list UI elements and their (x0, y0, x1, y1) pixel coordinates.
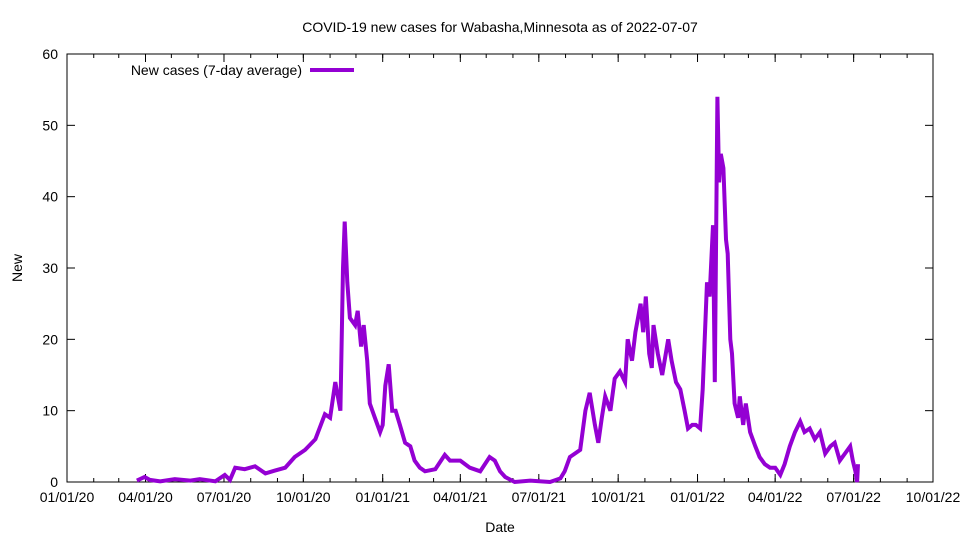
x-tick-label: 01/01/20 (40, 489, 95, 505)
chart-title: COVID-19 new cases for Wabasha,Minnesota… (302, 19, 698, 35)
x-tick-label: 01/01/21 (355, 489, 410, 505)
legend: New cases (7-day average) (131, 62, 354, 78)
x-tick-label: 04/01/21 (433, 489, 488, 505)
x-tick-label: 07/01/20 (197, 489, 252, 505)
x-tick-label: 10/01/21 (591, 489, 646, 505)
plot-border (66, 53, 934, 483)
x-axis-label: Date (485, 519, 515, 535)
y-axis: 0 10 20 30 40 50 60 (42, 46, 933, 490)
x-tick-label: 07/01/21 (512, 489, 567, 505)
x-axis: 01/01/20 04/01/20 07/01/20 10/01/20 01/01/21… (40, 54, 960, 505)
y-tick-label: 30 (42, 260, 58, 276)
y-tick-label: 10 (42, 403, 58, 419)
x-tick-label: 07/01/22 (826, 489, 881, 505)
legend-label: New cases (7-day average) (131, 62, 302, 78)
y-tick-label: 20 (42, 331, 58, 347)
x-tick-label: 04/01/22 (748, 489, 803, 505)
y-tick-label: 60 (42, 46, 58, 62)
x-tick-label: 10/01/20 (276, 489, 331, 505)
x-tick-label: 01/01/22 (670, 489, 725, 505)
y-tick-label: 40 (42, 189, 58, 205)
x-tick-label: 10/01/22 (906, 489, 960, 505)
y-tick-label: 0 (50, 474, 58, 490)
x-tick-label: 04/01/20 (118, 489, 173, 505)
y-axis-label: New (9, 253, 25, 282)
series-group (136, 96, 860, 485)
series-line-new-cases (136, 96, 860, 485)
y-tick-label: 50 (42, 117, 58, 133)
